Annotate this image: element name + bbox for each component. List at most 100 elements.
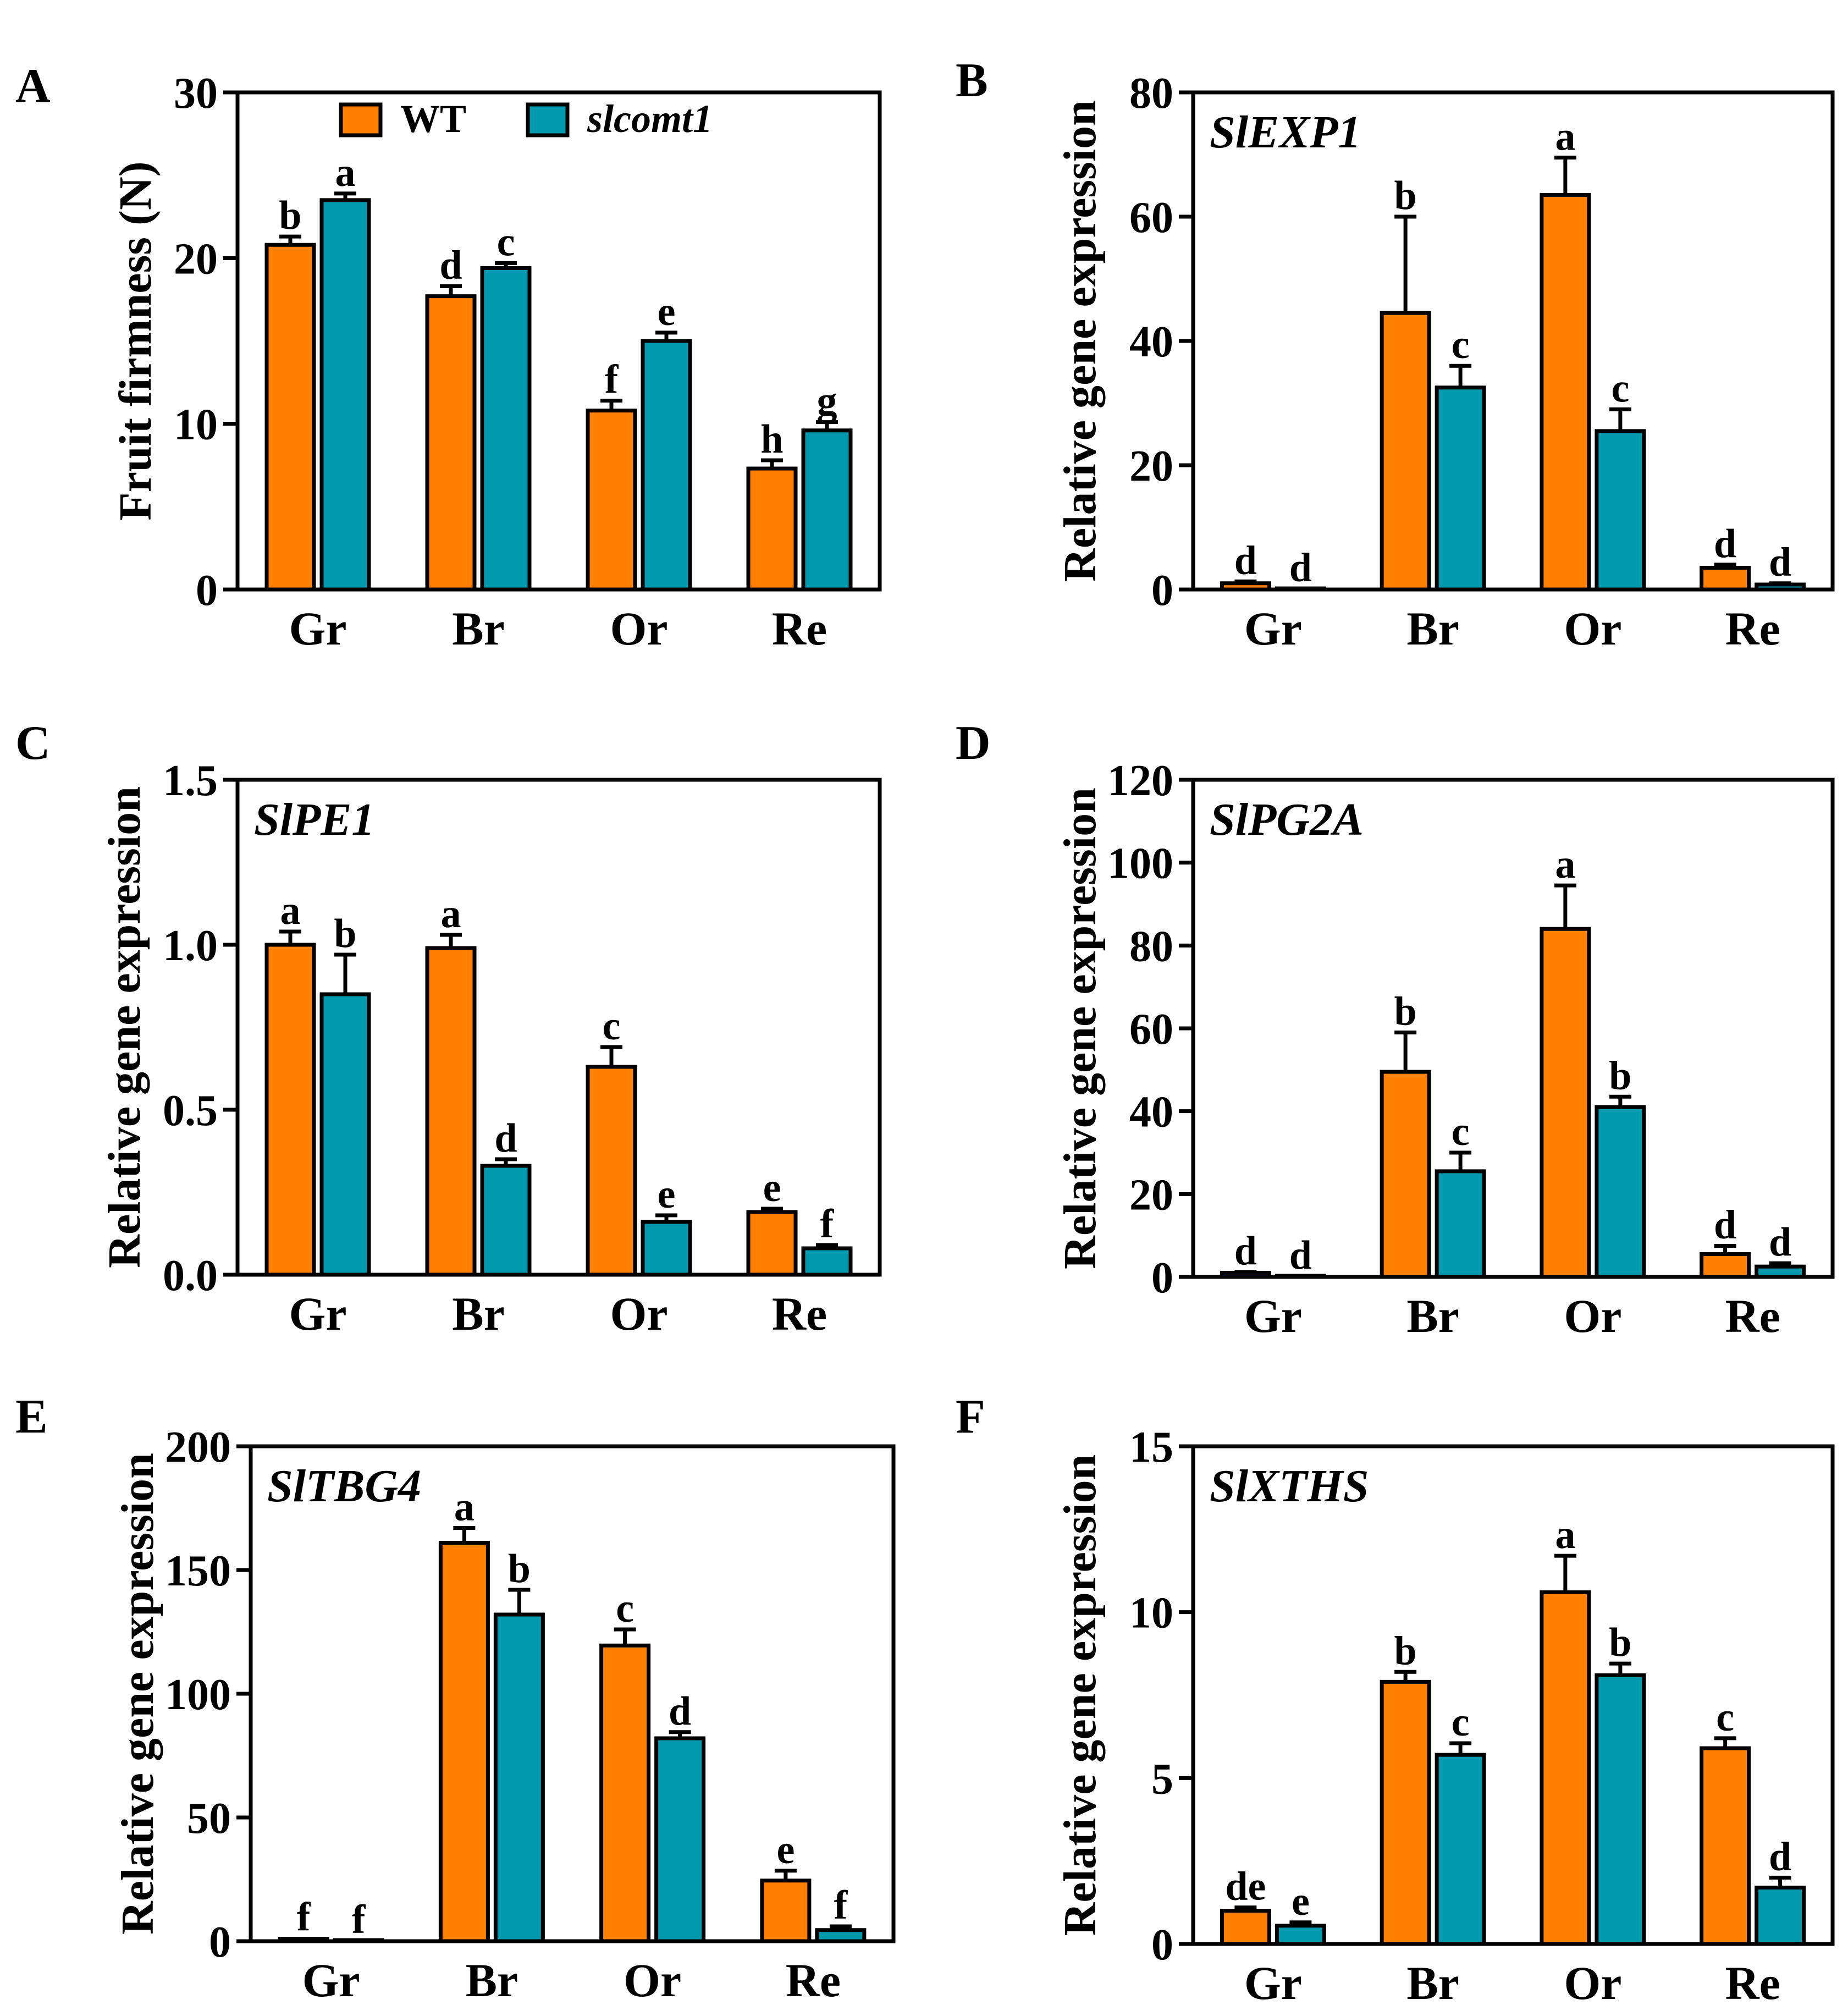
bar-mutant	[641, 1220, 692, 1277]
y-tick-label: 20	[1129, 442, 1173, 491]
panel-b: B 0 20 40 60 80 Relative gene expression SlEXP1…	[956, 54, 1835, 655]
bar-mutant	[1755, 582, 1806, 592]
significance-letter: g	[817, 379, 837, 424]
bar-wt	[425, 294, 477, 592]
y-tick-label: 1.5	[163, 757, 218, 805]
significance-letter: b	[279, 193, 301, 238]
y-tick-label: 200	[165, 1423, 231, 1472]
x-tick-label: Re	[1725, 1290, 1780, 1342]
y-tick-label: 10	[174, 401, 218, 449]
y-tick-label: 1.0	[163, 922, 218, 970]
chart-title: SlPG2A	[1210, 794, 1364, 845]
y-tick-label: 0.0	[163, 1252, 218, 1300]
bar-mutant	[1755, 1264, 1806, 1279]
x-tick-label: Gr	[1244, 1290, 1302, 1342]
significance-letter: de	[1225, 1864, 1266, 1909]
chart-title: SlXTHS	[1210, 1461, 1369, 1512]
significance-letter: b	[334, 911, 356, 956]
significance-letter: d	[1769, 540, 1791, 585]
bar-mutant	[1275, 586, 1326, 592]
bar-wt	[1220, 1909, 1271, 1946]
bar-wt	[1700, 1746, 1751, 1946]
x-tick-label: Re	[772, 1287, 827, 1340]
significance-letter: d	[669, 1689, 691, 1734]
legend-label-wt: WT	[400, 97, 466, 141]
significance-letter: d	[1769, 1220, 1791, 1265]
significance-letter: a	[441, 891, 461, 937]
y-axis-title: Fruit firmness (N)	[110, 161, 161, 520]
plot-frame	[1191, 90, 1835, 592]
y-axis-title: Relative gene expression	[1055, 100, 1106, 582]
plot-frame	[235, 778, 882, 1277]
x-tick-label: Br	[1406, 1290, 1459, 1342]
significance-letter: b	[1394, 989, 1417, 1034]
x-tick-label: Gr	[289, 1287, 346, 1340]
bar-wt	[1540, 192, 1591, 592]
x-tick-label: Gr	[289, 602, 346, 655]
y-tick-label: 0	[209, 1918, 231, 1967]
y-tick-label: 100	[1107, 840, 1173, 888]
bar-wt	[425, 946, 477, 1277]
significance-letter: f	[297, 1895, 311, 1940]
x-tick-label: Br	[1406, 602, 1459, 655]
significance-letter: e	[658, 289, 676, 334]
x-tick-label: Gr	[302, 1954, 360, 2007]
significance-letter: b	[508, 1546, 531, 1591]
y-tick-label: 100	[165, 1671, 231, 1719]
significance-letter: c	[1716, 1695, 1734, 1740]
panel-c: C 0.0 0.5 1.0 1.5 Relative gene expression SlP…	[15, 717, 882, 1340]
significance-letter: e	[776, 1827, 795, 1872]
bar-mutant	[1435, 385, 1486, 592]
y-axis-title: Relative gene expression	[1055, 1455, 1106, 1936]
significance-letter: d	[439, 243, 462, 288]
significance-letter: a	[1555, 114, 1575, 159]
plot-frame	[1191, 778, 1835, 1279]
bar-mutant	[801, 428, 853, 592]
y-tick-label: 60	[1129, 194, 1173, 242]
bar-mutant	[1435, 1169, 1486, 1279]
y-tick-label: 60	[1129, 1005, 1173, 1054]
bar-mutant	[1595, 1673, 1646, 1946]
bar-mutant	[319, 198, 371, 592]
significance-letter: d	[494, 1116, 517, 1161]
bar-mutant	[1275, 1274, 1326, 1279]
x-tick-label: Or	[624, 1954, 681, 2007]
y-axis-title: Relative gene expression	[99, 786, 150, 1268]
panel-f: F 0 5 10 15 Relative gene expression SlXTHS Gr d…	[956, 1390, 1835, 2009]
x-tick-label: Or	[610, 1287, 668, 1340]
significance-letter: d	[1289, 545, 1312, 590]
bar-mutant	[801, 1246, 853, 1277]
significance-letter: d	[1234, 538, 1257, 583]
x-tick-label: Gr	[1244, 602, 1302, 655]
y-tick-label: 0	[196, 566, 218, 615]
x-tick-label: Gr	[1244, 1957, 1302, 2009]
significance-letter: c	[1452, 1700, 1470, 1745]
significance-letter: c	[603, 1004, 621, 1049]
chart-title: SlEXP1	[1210, 107, 1361, 158]
panel-letter: C	[15, 717, 51, 770]
y-tick-label: 0	[1151, 566, 1173, 615]
significance-letter: f	[605, 357, 619, 402]
bar-wt	[264, 943, 316, 1277]
significance-letter: c	[497, 219, 515, 265]
panel-letter: B	[956, 54, 988, 107]
bar-wt	[1700, 1252, 1751, 1279]
y-tick-label: 150	[165, 1547, 231, 1595]
significance-letter: e	[658, 1172, 676, 1217]
bar-wt	[1380, 1070, 1431, 1279]
x-tick-label: Re	[1725, 602, 1780, 655]
bar-mutant	[1595, 1105, 1646, 1279]
significance-letter: b	[1394, 1628, 1417, 1673]
legend-label-mutant: slcomt1	[587, 97, 713, 141]
y-tick-label: 15	[1129, 1423, 1173, 1472]
x-tick-label: Br	[452, 602, 505, 655]
significance-letter: d	[1714, 1203, 1736, 1248]
x-tick-label: Or	[1564, 602, 1621, 655]
y-tick-label: 30	[174, 69, 218, 118]
bar-mutant	[480, 1164, 532, 1277]
bar-mutant	[815, 1928, 867, 1943]
bar-mutant	[1435, 1753, 1486, 1946]
bar-wt	[1220, 581, 1271, 592]
significance-letter: f	[834, 1883, 848, 1928]
